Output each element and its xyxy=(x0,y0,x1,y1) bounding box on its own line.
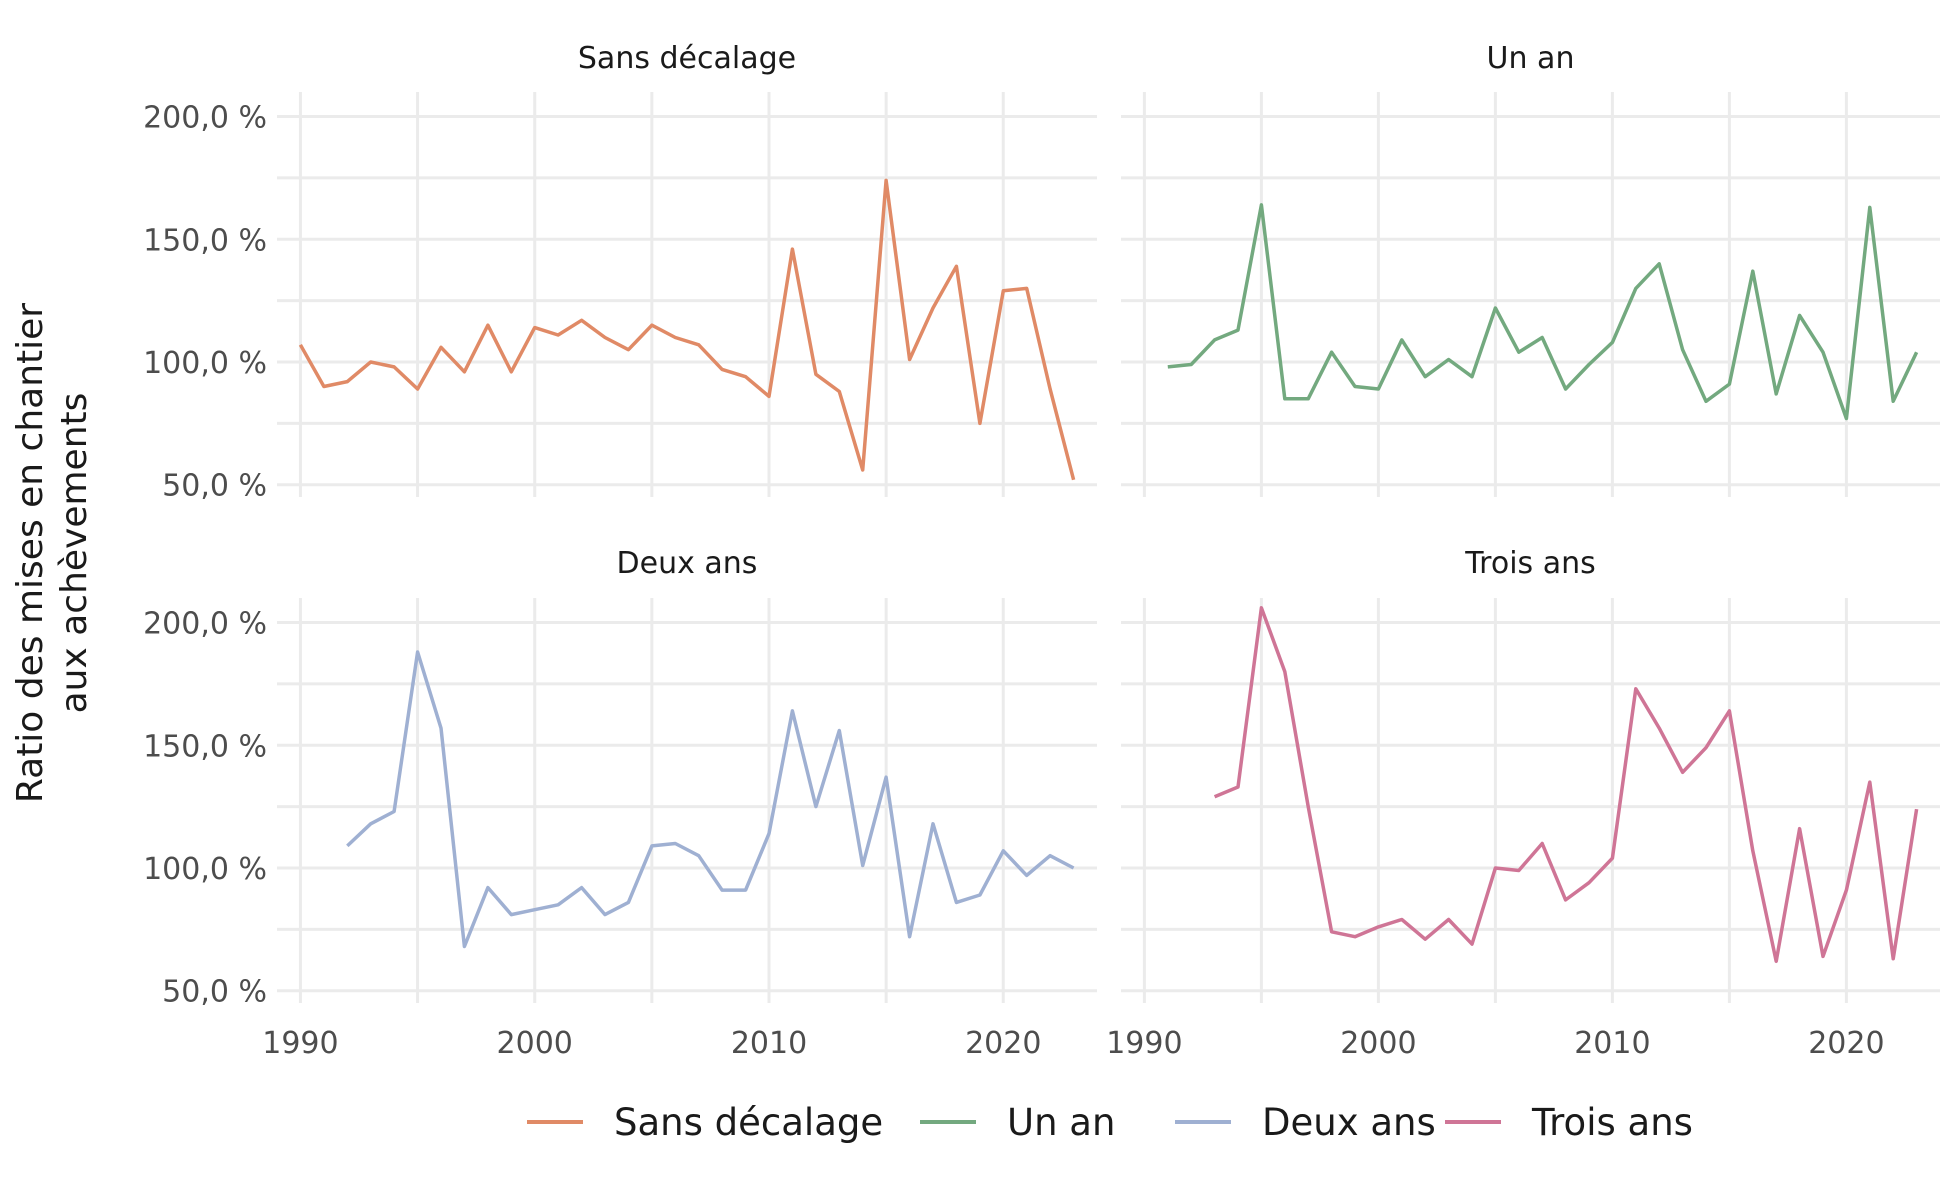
x-tick-label: 2000 xyxy=(1340,1026,1416,1061)
series-line-trois-ans xyxy=(1213,606,1919,964)
x-tick-label: 2010 xyxy=(1574,1026,1650,1061)
y-tick-label: 50,0 % xyxy=(162,469,267,504)
panel-title: Trois ans xyxy=(1464,546,1595,581)
legend-label-sans-decalage: Sans décalage xyxy=(614,1101,883,1144)
y-tick-label: 100,0 % xyxy=(143,346,267,381)
x-tick-label: 1990 xyxy=(262,1026,338,1061)
panel-trois-ans: Trois ans 1990 2000 2010 2020 xyxy=(1106,546,1940,1061)
legend: Sans décalage Un an Deux ans Trois ans xyxy=(527,1101,1693,1144)
panel-un-an: Un an xyxy=(1121,41,1940,497)
series-line-sans-decalage xyxy=(298,178,1076,481)
y-tick-label: 150,0 % xyxy=(143,223,267,258)
panel-title: Deux ans xyxy=(617,546,758,581)
x-tick-label: 1990 xyxy=(1106,1026,1182,1061)
y-tick-label: 200,0 % xyxy=(143,607,267,642)
panel-deux-ans: Deux ans 50,0 % 100,0 % 150,0 % 200,0 % 1990 2… xyxy=(143,546,1097,1061)
series-line-un-an xyxy=(1167,203,1919,421)
panel-sans-decalage: Sans décalage 50,0 % 100,0 % 150,0 % 200,0 % xyxy=(143,41,1097,504)
panel-title: Un an xyxy=(1487,41,1575,76)
series-line-deux-ans xyxy=(346,650,1075,949)
legend-label-deux-ans: Deux ans xyxy=(1262,1101,1436,1144)
y-tick-label: 150,0 % xyxy=(143,729,267,764)
y-tick-label: 50,0 % xyxy=(162,975,267,1010)
y-axis-title-line-2: aux achèvements xyxy=(54,393,95,714)
legend-label-un-an: Un an xyxy=(1007,1101,1115,1144)
x-tick-label: 2020 xyxy=(965,1026,1041,1061)
x-tick-label: 2000 xyxy=(497,1026,573,1061)
x-tick-label: 2010 xyxy=(731,1026,807,1061)
y-tick-label: 200,0 % xyxy=(143,101,267,136)
y-tick-label: 100,0 % xyxy=(143,852,267,887)
panels-layer: Sans décalage 50,0 % 100,0 % 150,0 % 200,0 %… xyxy=(143,41,1940,1061)
y-axis-title-line-1: Ratio des mises en chantier xyxy=(10,303,51,803)
panel-title: Sans décalage xyxy=(578,41,796,76)
x-tick-label: 2020 xyxy=(1808,1026,1884,1061)
legend-label-trois-ans: Trois ans xyxy=(1531,1101,1693,1144)
